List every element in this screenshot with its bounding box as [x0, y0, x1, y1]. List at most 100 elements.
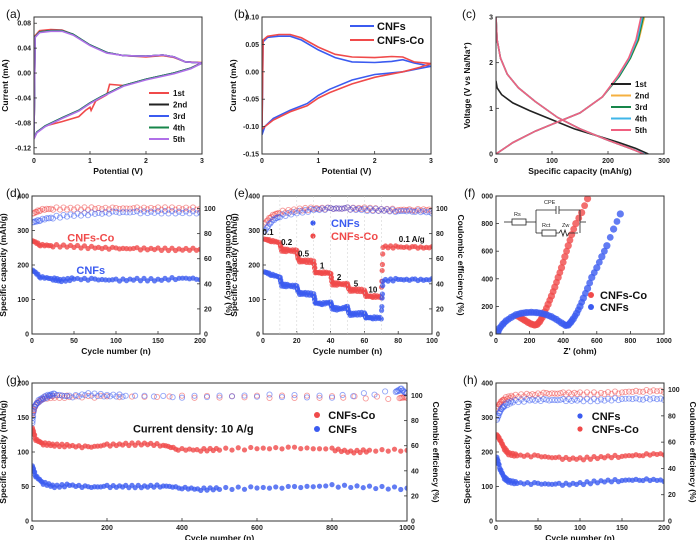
series-5th-line: [34, 30, 202, 140]
legend-marker: [310, 220, 316, 226]
x-axis-label: Specific capacity (mAh/g): [528, 166, 632, 176]
panel-d: (d)0 50 100 150 2000100200300400020406080100…: [0, 186, 234, 356]
data-point: [650, 387, 657, 394]
data-point: [653, 388, 661, 395]
data-point: [618, 395, 626, 403]
y-tick-label: 400: [17, 194, 29, 201]
legend-marker: [588, 304, 594, 310]
series-cnfs-capacity: [263, 269, 432, 322]
data-point: [543, 304, 550, 312]
y-tick-label: -0.08: [15, 120, 31, 127]
data-point: [235, 445, 241, 451]
data-point: [395, 208, 402, 215]
data-point: [216, 486, 223, 493]
data-point: [354, 483, 360, 489]
data-point: [316, 483, 323, 489]
data-point: [540, 389, 547, 396]
data-point: [291, 444, 298, 450]
data-point: [216, 392, 223, 399]
data-point: [137, 206, 144, 213]
x-tick-label: 100: [110, 338, 122, 345]
data-point: [116, 209, 123, 216]
data-point: [660, 396, 664, 404]
data-point: [580, 481, 587, 488]
data-point: [348, 484, 354, 491]
data-point: [603, 242, 611, 250]
y-tick-label: 0.08: [17, 21, 31, 28]
data-point: [123, 209, 130, 216]
x-tick-label: 0: [32, 158, 36, 165]
y-tick-label: -0.05: [243, 97, 259, 104]
data-point: [335, 484, 341, 490]
data-point: [385, 448, 391, 454]
data-point: [253, 393, 261, 400]
data-point: [123, 205, 130, 212]
data-point: [110, 391, 117, 398]
y2-tick-label: 80: [436, 231, 444, 238]
x-tick-label: 50: [70, 338, 78, 345]
data-point: [78, 391, 86, 398]
y2-tick-label: 40: [411, 468, 419, 475]
data-point: [328, 394, 336, 401]
data-point: [95, 209, 102, 216]
legend-label: CNFs: [600, 302, 629, 314]
data-point: [102, 204, 109, 211]
data-point: [310, 446, 316, 452]
y-tick-label: -0.04: [15, 95, 31, 102]
y2-tick-label: 100: [204, 206, 216, 213]
y-tick-label: 0.00: [17, 71, 31, 78]
data-point: [546, 296, 554, 304]
panel-label: (a): [6, 7, 21, 21]
x-tick-label: 200: [602, 158, 614, 165]
data-point: [618, 389, 626, 396]
x-tick-label: 0: [494, 338, 498, 345]
data-point: [140, 204, 148, 211]
plot-frame: [495, 16, 665, 155]
y-axis-label: Current (mA): [228, 59, 238, 112]
legend-label: CNFs-Co: [328, 410, 375, 422]
data-point: [266, 394, 273, 402]
x-tick-label: 800: [625, 338, 637, 345]
data-point: [151, 209, 158, 216]
x-tick-label: 400: [176, 525, 188, 532]
y-tick-label: 100: [17, 450, 29, 457]
data-point: [572, 220, 580, 228]
annotation-label: CNFs-Co: [67, 232, 114, 244]
data-point: [241, 486, 248, 492]
y2-tick-label: 0: [668, 519, 672, 526]
data-point: [254, 446, 260, 452]
data-point: [97, 392, 104, 399]
y2-tick-label: 20: [668, 492, 676, 499]
data-point: [113, 393, 120, 400]
data-point: [366, 447, 373, 453]
y2-tick-label: 80: [411, 418, 419, 425]
data-point: [66, 392, 73, 399]
data-point: [182, 208, 190, 215]
data-point: [266, 446, 273, 452]
data-point: [298, 484, 304, 491]
data-point: [398, 448, 404, 454]
data-point: [119, 205, 127, 212]
plot-area: [496, 196, 624, 334]
data-point: [653, 396, 661, 403]
y-axis-label: Specific capacity (mAh/g): [462, 400, 472, 504]
data-point: [241, 447, 248, 453]
data-point: [141, 392, 148, 399]
panel-label: (g): [6, 373, 21, 387]
data-point: [639, 396, 647, 403]
series-3rd-line: [496, 17, 645, 154]
data-point: [130, 205, 137, 212]
data-point: [178, 394, 186, 401]
data-point: [643, 394, 650, 402]
data-point: [594, 391, 601, 398]
series-cnfs-efficiency: [496, 394, 664, 423]
legend-marker: [577, 426, 583, 432]
data-point: [557, 396, 564, 403]
legend-marker: [588, 292, 594, 298]
data-point: [629, 396, 636, 403]
data-point: [360, 485, 366, 491]
data-point: [179, 210, 186, 217]
x-tick-label: 150: [616, 525, 628, 532]
data-point: [409, 208, 416, 215]
rate-label: 5: [354, 279, 359, 288]
